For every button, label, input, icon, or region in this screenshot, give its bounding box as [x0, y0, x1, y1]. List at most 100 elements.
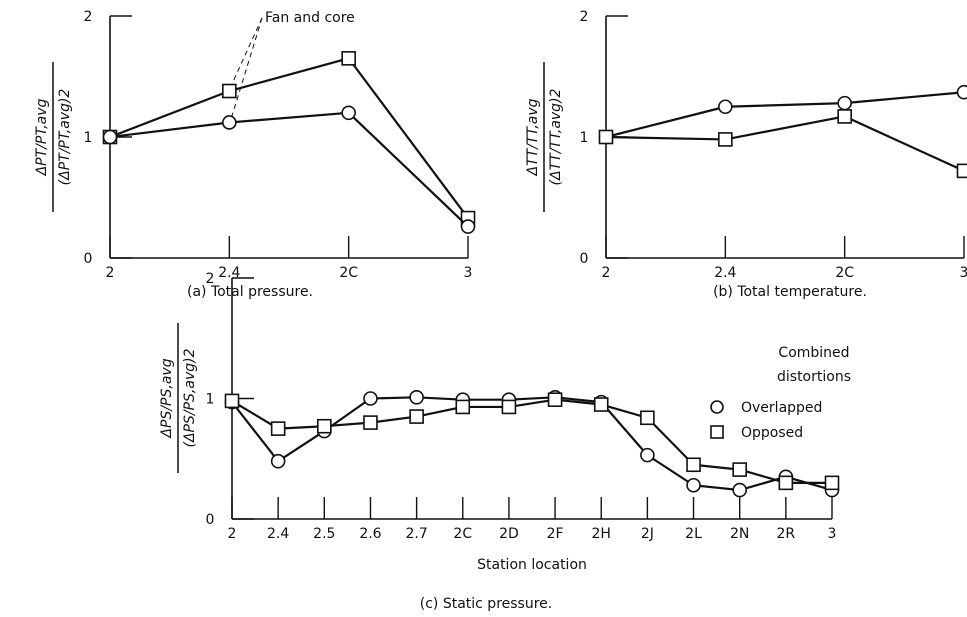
point-c-1-2	[317, 418, 332, 434]
x-tick-label-c-13: 3	[828, 526, 837, 542]
point-c-0-1	[270, 453, 286, 469]
y-tick-label-b-0: 0	[580, 251, 589, 267]
legend-square-marker	[710, 425, 724, 439]
annotation-text: Fan and core	[265, 10, 355, 26]
point-a-1-0	[102, 129, 118, 145]
y-tick-label-a-2: 2	[84, 9, 93, 25]
series-line-a-0	[109, 57, 469, 219]
x-tick-label-c-2: 2.5	[313, 526, 335, 542]
point-c-1-9	[640, 410, 655, 426]
annotation-fan-and-core: Fan and core	[231, 10, 355, 117]
series-line-a-1	[109, 111, 469, 228]
annotation-leader-1	[231, 17, 263, 85]
x-tick-label-c-10: 2L	[685, 526, 702, 542]
x-tick-label-c-1: 2.4	[267, 526, 289, 542]
x-axis-label-c: Station location	[477, 557, 587, 573]
x-tick-label-c-6: 2D	[499, 526, 519, 542]
series-line-b-0	[605, 91, 965, 139]
x-tick-label-c-0: 2	[228, 526, 237, 542]
point-a-1-1	[222, 115, 237, 130]
x-tick-label-b-2: 2C	[835, 265, 854, 281]
point-c-0-4	[409, 389, 424, 405]
plot-b: 0 1 2 2 2.4 2C 3	[580, 9, 967, 281]
x-tick-label-c-9: 2J	[641, 526, 654, 542]
annotation-leader-2	[231, 17, 263, 117]
x-tick-label-c-4: 2.7	[405, 526, 427, 542]
x-tick-label-c-8: 2H	[592, 526, 611, 542]
point-c-0-11	[732, 482, 747, 498]
y-tick-label-c-1: 1	[206, 392, 215, 408]
panel-a: ΔPT/PT,avg (ΔPT/PT,avg)2 (a) Total press…	[34, 62, 313, 300]
x-tick-label-a-0: 2	[106, 265, 115, 281]
y-tick-label-c-0: 0	[206, 512, 215, 528]
y-label-denominator-b: (ΔTT/TT,avg)2	[548, 88, 564, 185]
y-axis-label-b: ΔTT/TT,avg (ΔTT/TT,avg)2	[525, 62, 564, 212]
y-tick-label-a-1: 1	[84, 130, 93, 146]
point-b-1-2	[837, 109, 852, 124]
legend-title-line-2: distortions	[777, 369, 851, 385]
plot-a: 0 1 2 2 2.4 2C 3	[84, 9, 476, 281]
legend-circle-marker	[710, 400, 724, 414]
point-c-1-13	[824, 475, 840, 491]
x-tick-label-c-11: 2N	[730, 526, 749, 542]
point-c-1-12	[778, 475, 794, 491]
point-c-1-7	[547, 392, 563, 408]
y-tick-label-a-0: 0	[84, 251, 93, 267]
point-a-0-2	[341, 51, 356, 66]
y-label-numerator-b: ΔTT/TT,avg	[525, 98, 541, 176]
y-axis-label-c: ΔPS/PS,avg (ΔPS/PS,avg)2	[159, 323, 198, 473]
y-tick-label-b-2: 2	[580, 9, 589, 25]
point-c-1-10	[686, 457, 701, 473]
point-c-1-0	[224, 393, 240, 409]
x-tick-label-c-3: 2.6	[359, 526, 381, 542]
caption-a: (a) Total pressure.	[187, 284, 313, 300]
point-c-1-4	[409, 409, 424, 424]
legend-label-opposed: Opposed	[741, 425, 803, 441]
y-tick-label-b-1: 1	[580, 130, 589, 146]
caption-c: (c) Static pressure.	[420, 596, 552, 612]
point-b-1-0	[598, 129, 614, 145]
y-label-numerator-c: ΔPS/PS,avg	[159, 358, 175, 438]
plot-c: 0 1 2 2 2.4 2.5 2.6 2.7 2C 2D 2F 2H 2J 2L 2N 2R 3	[206, 271, 840, 542]
point-a-1-2	[341, 105, 356, 121]
x-tick-label-c-7: 2F	[547, 526, 564, 542]
point-b-0-3	[956, 84, 967, 100]
x-tick-label-a-1: 2.4	[218, 265, 240, 281]
y-tick-label-c-2: 2	[206, 271, 215, 287]
point-c-0-10	[686, 477, 701, 493]
point-b-0-1	[718, 99, 733, 115]
x-tick-label-a-2: 2C	[339, 265, 358, 281]
point-c-1-11	[732, 462, 747, 477]
point-c-1-6	[501, 399, 517, 415]
series-line-c-1	[231, 398, 832, 484]
point-c-0-9	[640, 447, 655, 463]
point-a-1-3	[460, 219, 476, 234]
caption-b: (b) Total temperature.	[713, 284, 867, 300]
point-c-0-3	[363, 391, 378, 406]
x-tick-label-c-12: 2R	[777, 526, 796, 542]
legend-title-line-1: Combined	[778, 345, 849, 361]
x-tick-label-c-5: 2C	[453, 526, 472, 542]
x-tick-label-b-0: 2	[602, 265, 611, 281]
legend-label-overlapped: Overlapped	[741, 400, 822, 416]
panel-b: ΔTT/TT,avg (ΔTT/TT,avg)2 (b) Total tempe…	[525, 62, 867, 300]
point-c-1-1	[270, 421, 286, 436]
y-label-numerator-a: ΔPT/PT,avg	[34, 98, 50, 176]
y-label-denominator-a: (ΔPT/PT,avg)2	[57, 89, 73, 186]
point-c-1-3	[363, 415, 378, 430]
point-b-0-2	[837, 95, 852, 111]
panel-c: ΔPS/PS,avg (ΔPS/PS,avg)2 Station locatio…	[159, 323, 851, 612]
y-axis-label-a: ΔPT/PT,avg (ΔPT/PT,avg)2	[34, 62, 73, 212]
point-a-0-1	[222, 83, 237, 99]
point-c-1-8	[593, 397, 609, 412]
point-b-1-1	[718, 132, 733, 147]
series-line-b-1	[605, 115, 965, 172]
x-tick-label-a-3: 3	[464, 265, 473, 281]
x-tick-label-b-3: 3	[960, 265, 967, 281]
legend: Combined distortions Overlapped Opposed	[710, 345, 851, 441]
point-c-1-5	[455, 399, 471, 415]
point-b-1-3	[956, 163, 967, 179]
x-tick-label-b-1: 2.4	[714, 265, 736, 281]
